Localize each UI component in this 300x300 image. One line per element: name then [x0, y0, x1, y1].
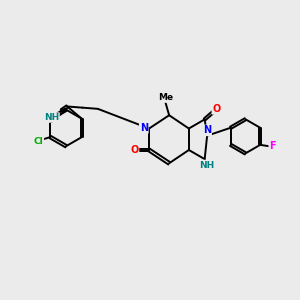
- Text: Me: Me: [158, 93, 173, 102]
- Text: N: N: [203, 125, 211, 135]
- Text: NH: NH: [44, 113, 59, 122]
- Text: NH: NH: [200, 160, 215, 169]
- Text: N: N: [140, 123, 148, 133]
- Text: O: O: [212, 104, 220, 114]
- Text: F: F: [269, 141, 276, 151]
- Text: Cl: Cl: [34, 137, 44, 146]
- Text: O: O: [130, 145, 139, 155]
